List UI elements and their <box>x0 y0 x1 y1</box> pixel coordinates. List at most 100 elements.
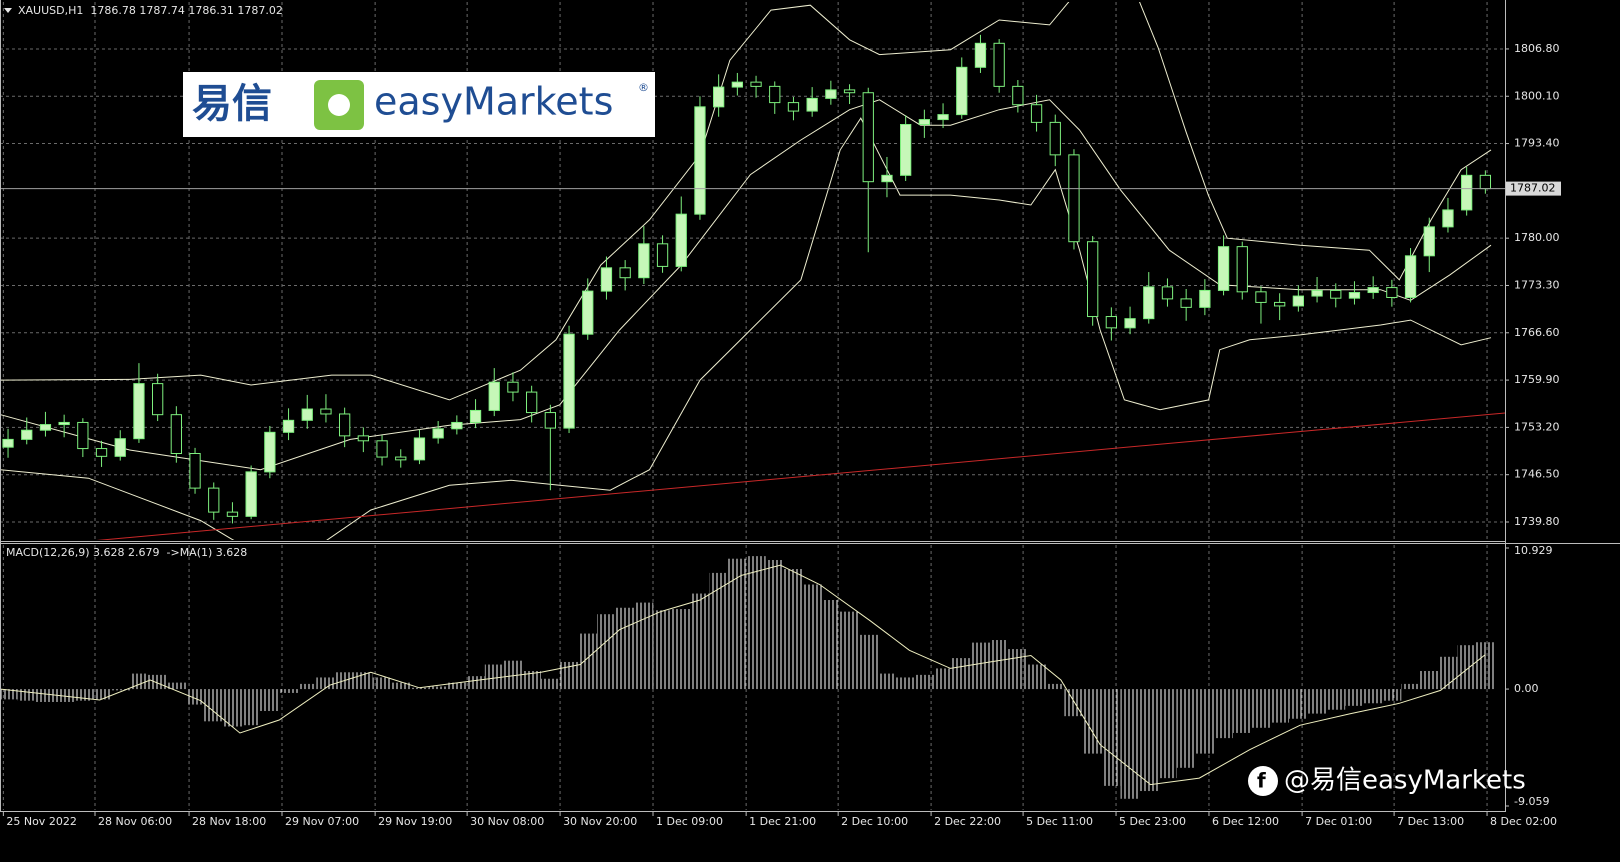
candle-body <box>619 267 631 279</box>
macd-histogram <box>1045 683 1065 690</box>
macd-histogram <box>653 610 672 690</box>
macd-histogram <box>821 600 841 690</box>
candle-body <box>1292 295 1305 307</box>
macd-histogram <box>597 614 616 690</box>
axes: 25 Nov 2022 28 Nov 06:00 28 Nov 18:00 29 No… <box>0 0 1620 828</box>
bollinger-band <box>0 117 1492 540</box>
x-tick-label: 8 Dec 02:00 <box>1490 815 1557 828</box>
chart-title: XAUUSD,H1 1786.78 1787.74 1786.31 1787.0… <box>18 4 283 17</box>
current-price-label: 1787.02 <box>1510 182 1556 195</box>
candle-body <box>825 89 837 99</box>
x-tick-label: 28 Nov 06:00 <box>98 815 172 828</box>
candle-body <box>301 408 313 421</box>
candle-body <box>787 102 800 112</box>
candle-body <box>1236 246 1248 293</box>
candle-body <box>1068 154 1080 243</box>
watermark: 易信 easyMarkets ® <box>183 72 655 137</box>
candle-body <box>918 119 930 125</box>
macd-histogram <box>1139 689 1159 792</box>
x-tick-label: 28 Nov 18:00 <box>192 815 266 828</box>
candle-body <box>656 243 669 267</box>
footer-brand-text: @易信easyMarkets <box>1284 766 1526 796</box>
macd-histogram <box>410 687 429 690</box>
macd-histogram <box>297 683 317 690</box>
macd-histogram <box>540 678 560 690</box>
candle-body <box>1199 289 1211 308</box>
macd-histogram <box>279 689 298 693</box>
candle-body <box>77 421 89 450</box>
macd-signal-line <box>0 564 1486 786</box>
candle-body <box>937 114 949 121</box>
candle-body <box>95 448 108 457</box>
x-tick-label: 25 Nov 2022 <box>6 815 76 828</box>
macd-histogram <box>915 674 934 690</box>
candle-body <box>1404 255 1417 298</box>
candle-body <box>469 409 482 423</box>
candle-body <box>488 381 500 411</box>
x-tick-label: 1 Dec 21:00 <box>749 815 816 828</box>
candle-body <box>451 421 463 430</box>
candle-body <box>731 81 743 88</box>
macd-histogram <box>709 572 729 690</box>
macd-histogram <box>148 674 167 690</box>
y-tick-label: 1766.60 <box>1514 326 1560 339</box>
macd-histogram <box>1382 689 1402 701</box>
y-tick-label: 1806.80 <box>1514 42 1560 55</box>
macd-histogram <box>1419 670 1439 690</box>
trendline <box>96 412 1505 540</box>
macd-histogram <box>129 673 149 690</box>
watermark-cn: 易信 <box>192 81 272 127</box>
candle-body <box>208 487 220 513</box>
price-panel <box>0 2 1505 540</box>
macd-histogram <box>671 609 691 690</box>
y-tick-label: 1780.00 <box>1514 231 1560 244</box>
menu-arrow <box>4 8 12 13</box>
candle-body <box>750 81 762 87</box>
candle-body <box>170 414 182 455</box>
macd-histogram <box>166 682 186 690</box>
macd-histogram <box>634 602 654 690</box>
x-tick-label: 5 Dec 23:00 <box>1119 815 1186 828</box>
macd-histogram <box>971 642 990 690</box>
bollinger-band <box>0 2 1492 401</box>
candle-body <box>114 438 126 457</box>
macd-histogram <box>372 677 392 690</box>
candle-body <box>526 391 538 414</box>
macd-histogram <box>578 633 598 690</box>
y-tick-label: 1746.50 <box>1514 468 1560 481</box>
candle-body <box>133 383 145 440</box>
candle-body <box>1105 316 1118 329</box>
candle-body <box>58 421 70 426</box>
candle-body <box>843 89 856 94</box>
macd-histogram <box>952 658 972 690</box>
candle-body <box>694 106 706 215</box>
candle-body <box>1367 287 1379 294</box>
macd-histogram <box>1251 689 1271 728</box>
candle-body <box>339 413 351 437</box>
macd-histogram <box>1345 689 1364 706</box>
candle-body <box>21 429 33 440</box>
macd-histogram <box>54 689 74 702</box>
x-tick-label: 1 Dec 09:00 <box>656 815 723 828</box>
candle-body <box>189 453 201 489</box>
macd-histogram <box>447 682 467 690</box>
y-tick-label: 1739.80 <box>1514 515 1560 528</box>
candle-body <box>1049 121 1061 156</box>
candle-body <box>264 431 276 473</box>
facebook-glyph: f <box>1257 769 1266 793</box>
y-tick-label: 0.00 <box>1514 682 1539 695</box>
macd-histogram <box>1401 683 1420 690</box>
candle-body <box>974 42 987 68</box>
macd-histogram <box>1158 689 1177 779</box>
y-tick-label: 1800.10 <box>1514 89 1560 102</box>
candle-body <box>713 86 725 108</box>
candle-body <box>413 437 426 461</box>
macd-histogram <box>17 689 37 701</box>
candle-body <box>1311 289 1323 297</box>
y-tick-label: 1759.90 <box>1514 373 1560 386</box>
candle-body <box>1030 104 1043 123</box>
candle-body <box>432 428 444 439</box>
candle-body <box>1012 85 1024 106</box>
macd-histogram <box>1214 689 1233 739</box>
